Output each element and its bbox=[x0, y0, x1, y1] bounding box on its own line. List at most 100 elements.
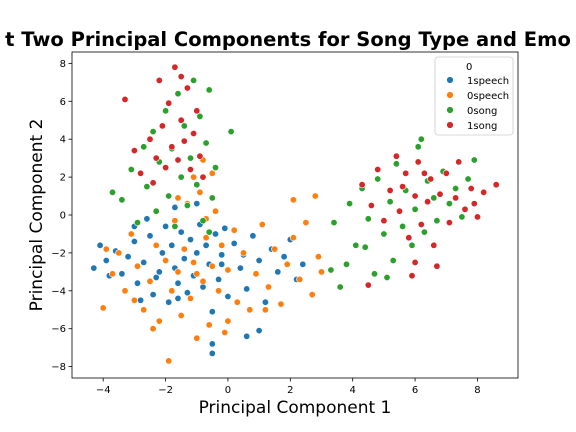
point-1speech-20 bbox=[187, 236, 195, 244]
point-1song-4 bbox=[152, 154, 160, 162]
point-1song-48 bbox=[411, 258, 419, 266]
x-tick-label: 2 bbox=[287, 385, 293, 396]
point-1speech-4 bbox=[124, 253, 132, 261]
point-0song-29 bbox=[336, 283, 344, 291]
point-1song-42 bbox=[461, 205, 469, 213]
point-0song-11 bbox=[171, 222, 179, 230]
point-0speech-0 bbox=[99, 304, 107, 312]
point-0song-32 bbox=[352, 241, 360, 249]
point-0speech-39 bbox=[277, 300, 285, 308]
point-0speech-32 bbox=[233, 298, 241, 306]
point-0song-41 bbox=[399, 222, 407, 230]
point-1speech-58 bbox=[218, 260, 226, 268]
point-1song-18 bbox=[196, 152, 204, 160]
point-1song-28 bbox=[395, 207, 403, 215]
point-0song-28 bbox=[330, 219, 338, 227]
point-0speech-2 bbox=[115, 249, 123, 257]
y-tick-label: −2 bbox=[51, 248, 66, 259]
point-1song-24 bbox=[374, 166, 382, 174]
point-1song-29 bbox=[402, 169, 410, 177]
point-1song-27 bbox=[392, 152, 400, 160]
point-1speech-19 bbox=[183, 289, 191, 297]
point-0speech-56 bbox=[224, 317, 232, 325]
point-0song-54 bbox=[464, 175, 472, 183]
x-tick-label: 4 bbox=[350, 385, 356, 396]
point-0speech-24 bbox=[205, 321, 213, 329]
point-0song-18 bbox=[193, 181, 201, 189]
y-tick-label: 4 bbox=[60, 135, 66, 146]
point-0speech-43 bbox=[302, 219, 310, 227]
point-0song-17 bbox=[190, 76, 198, 84]
y-axis: −8 −6 −4 −2 0 2 4 6 8 bbox=[51, 59, 72, 373]
point-1speech-7 bbox=[140, 258, 148, 266]
point-1song-0 bbox=[121, 95, 129, 103]
point-1speech-27 bbox=[208, 308, 216, 316]
point-1song-31 bbox=[411, 192, 419, 200]
point-0speech-48 bbox=[289, 196, 297, 204]
point-1song-14 bbox=[183, 84, 191, 92]
point-0speech-29 bbox=[221, 328, 229, 336]
point-1song-34 bbox=[424, 198, 432, 206]
x-tick-label: 6 bbox=[412, 385, 418, 396]
point-0song-9 bbox=[165, 192, 173, 200]
legend-label: 1song bbox=[467, 121, 497, 132]
legend-entry: 0song bbox=[446, 106, 497, 117]
point-1song-2 bbox=[137, 169, 145, 177]
point-0song-24 bbox=[212, 164, 220, 172]
legend-entry: 0speech bbox=[446, 91, 509, 102]
point-1speech-51 bbox=[193, 200, 201, 208]
point-0speech-59 bbox=[193, 270, 201, 278]
point-0speech-16 bbox=[180, 245, 188, 253]
point-1speech-1 bbox=[102, 256, 110, 264]
point-1speech-0 bbox=[90, 264, 98, 272]
point-1speech-37 bbox=[255, 256, 263, 264]
point-0speech-46 bbox=[317, 268, 325, 276]
point-1song-43 bbox=[467, 185, 475, 193]
point-0song-52 bbox=[452, 185, 460, 193]
point-0speech-40 bbox=[283, 260, 291, 268]
point-0speech-19 bbox=[190, 258, 198, 266]
point-0speech-7 bbox=[146, 277, 154, 285]
point-1speech-45 bbox=[208, 340, 216, 348]
point-0speech-9 bbox=[155, 317, 163, 325]
point-0speech-30 bbox=[224, 266, 232, 274]
point-0song-12 bbox=[174, 90, 182, 98]
point-0song-46 bbox=[420, 228, 428, 236]
y-tick-label: 0 bbox=[60, 211, 66, 222]
x-tick-label: 0 bbox=[225, 385, 231, 396]
point-1speech-56 bbox=[96, 241, 104, 249]
legend-box bbox=[434, 56, 514, 136]
y-tick-label: −4 bbox=[51, 286, 66, 297]
point-0speech-27 bbox=[215, 287, 223, 295]
point-0song-44 bbox=[411, 205, 419, 213]
point-1speech-5 bbox=[130, 238, 138, 246]
point-0speech-10 bbox=[162, 256, 170, 264]
point-1song-46 bbox=[492, 181, 500, 189]
point-1song-9 bbox=[168, 143, 176, 151]
point-1speech-14 bbox=[168, 241, 176, 249]
point-1song-19 bbox=[199, 173, 207, 181]
point-0song-16 bbox=[187, 154, 195, 162]
point-0song-2 bbox=[134, 219, 142, 227]
point-1speech-10 bbox=[155, 268, 163, 276]
point-1song-49 bbox=[364, 281, 372, 289]
point-0speech-1 bbox=[109, 270, 117, 278]
point-0song-15 bbox=[183, 202, 191, 210]
point-0speech-28 bbox=[218, 241, 226, 249]
point-1speech-13 bbox=[165, 298, 173, 306]
point-0song-58 bbox=[327, 266, 335, 274]
legend-label: 0speech bbox=[467, 91, 509, 102]
point-1song-36 bbox=[430, 241, 438, 249]
point-1song-45 bbox=[480, 188, 488, 196]
point-0song-31 bbox=[346, 200, 354, 208]
point-1speech-33 bbox=[230, 239, 238, 247]
point-1song-11 bbox=[174, 156, 182, 164]
point-1song-5 bbox=[155, 76, 163, 84]
point-0speech-45 bbox=[314, 253, 322, 261]
point-0song-1 bbox=[127, 166, 135, 174]
point-1song-52 bbox=[420, 169, 428, 177]
point-0speech-14 bbox=[174, 268, 182, 276]
y-axis-label: Principal Component 2 bbox=[27, 119, 47, 312]
point-0speech-52 bbox=[174, 194, 182, 202]
point-1speech-41 bbox=[280, 253, 288, 261]
